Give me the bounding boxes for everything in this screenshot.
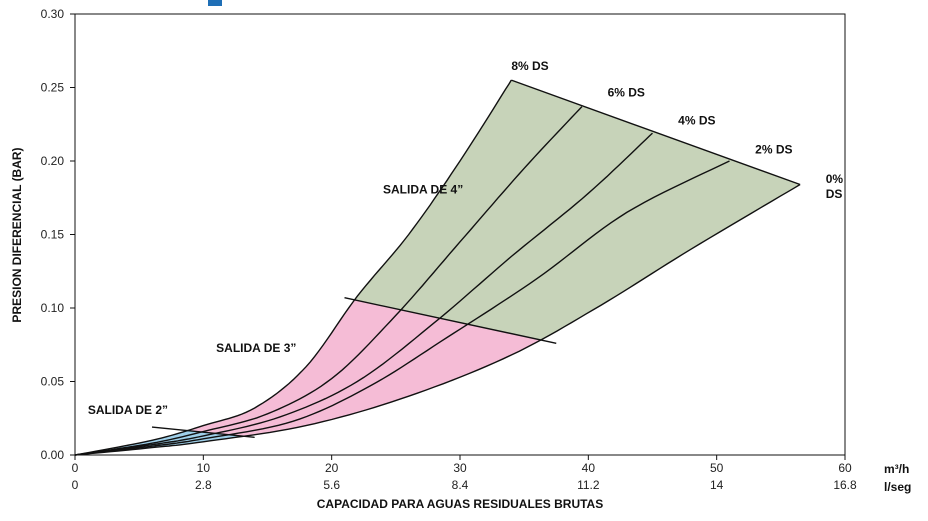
annotation-label: 2% DS	[755, 143, 792, 157]
curve-8ds	[74, 79, 512, 456]
x-tick-label-secondary: 2.8	[195, 478, 212, 492]
boundary-salida-4-3	[344, 297, 557, 344]
boundary-salida-3-2	[151, 426, 255, 439]
y-tick-label: 0.00	[41, 448, 65, 462]
x-tick-label-secondary: 11.2	[577, 478, 600, 492]
x-tick-label-secondary: 8.4	[452, 478, 469, 492]
y-axis-title: PRESION DIFERENCIAL (BAR)	[10, 147, 24, 322]
x-tick-label: 30	[453, 461, 467, 475]
annotation-label: SALIDA DE 4”	[383, 182, 463, 196]
x-tick-label-secondary: 5.6	[323, 478, 340, 492]
ticks: 0.00 0.05 0.10 0.15 0.20 0.25 0.30 0 0 10 2.8 20 5.6…	[41, 7, 857, 492]
x-tick-label: 40	[582, 461, 596, 475]
x-tick-label-secondary: 14	[710, 478, 724, 492]
curve-2ds	[74, 160, 730, 456]
x-tick-label: 20	[325, 461, 339, 475]
y-tick-label: 0.15	[41, 228, 65, 242]
y-tick-label: 0.30	[41, 7, 65, 21]
annotation-label: 0%	[826, 172, 844, 186]
boundary-top	[511, 79, 801, 186]
annotation-label: 4% DS	[678, 113, 715, 127]
x-tick-label-secondary: 16.8	[833, 478, 857, 492]
x-unit-secondary: l/seg	[884, 480, 911, 494]
labels: 8% DS 6% DS 4% DS 2% DS 0%DS SALIDA DE 4” SALI…	[88, 59, 844, 417]
curves	[74, 79, 801, 456]
annotation-label: 6% DS	[608, 85, 645, 99]
annotation-label: DS	[826, 187, 843, 201]
annotation-label: SALIDA DE 2”	[88, 403, 168, 417]
y-tick-label: 0.10	[41, 301, 65, 315]
header-fragment	[208, 0, 222, 6]
curve-6ds	[74, 106, 583, 456]
annotation-label: SALIDA DE 3”	[216, 341, 296, 355]
y-tick-label: 0.05	[41, 375, 65, 389]
x-tick-label: 60	[838, 461, 852, 475]
y-tick-label: 0.25	[41, 81, 65, 95]
x-tick-label: 10	[197, 461, 211, 475]
region-salida-4	[354, 80, 801, 340]
x-axis-title: CAPACIDAD PARA AGUAS RESIDUALES BRUTAS	[317, 497, 603, 511]
curve-4ds	[74, 132, 653, 456]
annotation-label: 8% DS	[511, 59, 548, 73]
y-tick-label: 0.20	[41, 154, 65, 168]
x-tick-label: 50	[710, 461, 724, 475]
x-tick-label-secondary: 0	[72, 478, 79, 492]
x-tick-label: 0	[72, 461, 79, 475]
x-unit-primary: m³/h	[884, 462, 909, 476]
curve-0ds	[74, 183, 801, 456]
